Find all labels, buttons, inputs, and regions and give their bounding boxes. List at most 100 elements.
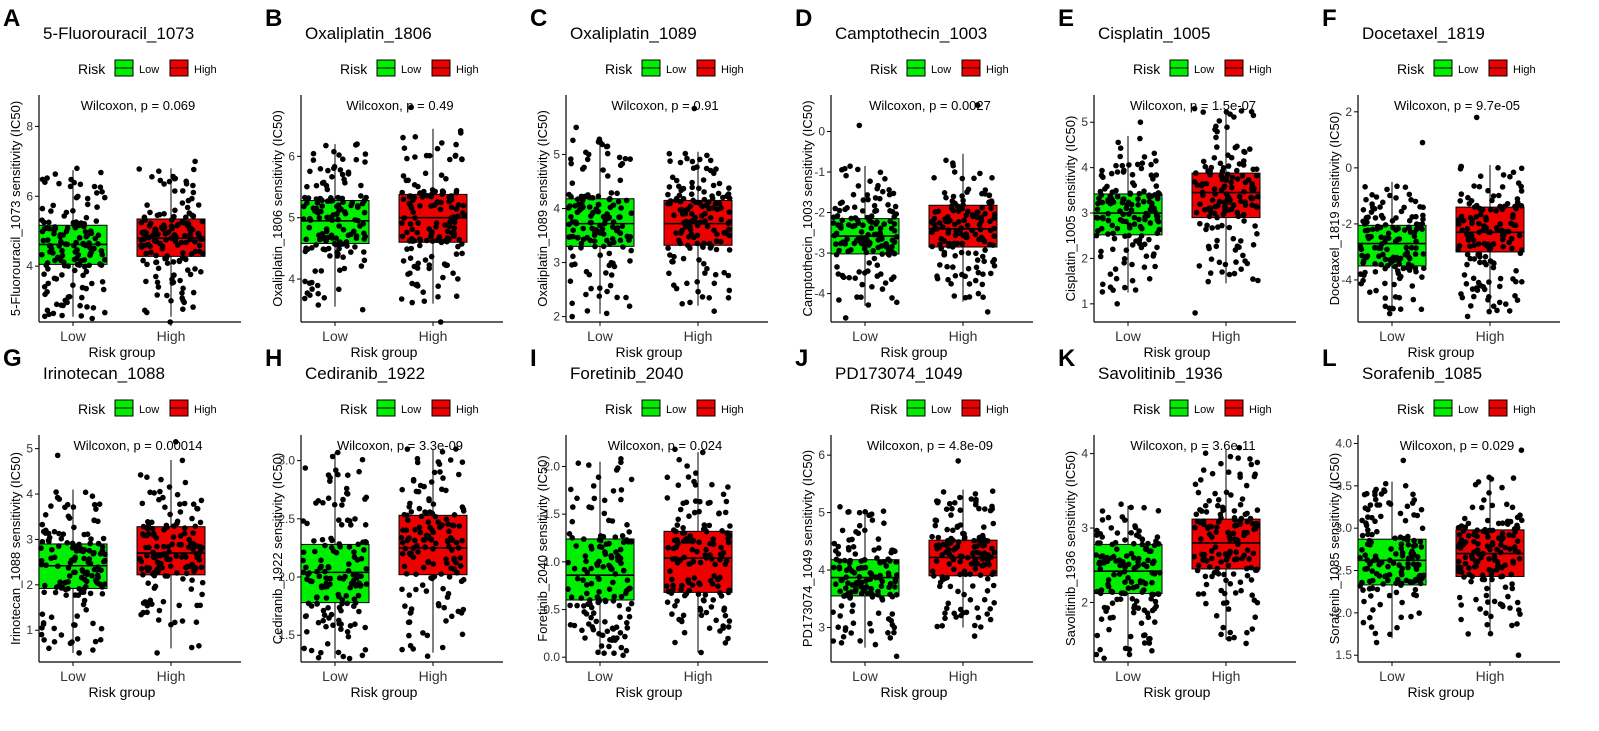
- data-point: [853, 580, 860, 586]
- data-point: [164, 556, 170, 562]
- data-point: [73, 194, 80, 201]
- data-point: [980, 253, 986, 260]
- data-point: [60, 302, 66, 309]
- data-point: [405, 177, 411, 184]
- data-point: [1109, 222, 1116, 229]
- data-point: [435, 283, 441, 290]
- data-point: [1519, 279, 1525, 285]
- points-high: [929, 458, 998, 639]
- data-point: [1134, 161, 1141, 168]
- data-point: [689, 582, 696, 588]
- data-point: [39, 217, 45, 223]
- data-point: [951, 547, 957, 553]
- data-point: [1499, 184, 1506, 190]
- data-point: [711, 170, 717, 177]
- panel-title: Savolitinib_1936: [1098, 364, 1223, 383]
- legend-high-label: High: [1249, 64, 1272, 76]
- data-point: [56, 180, 62, 187]
- panel-letter: A: [3, 5, 20, 32]
- data-point: [1374, 528, 1380, 535]
- data-point: [856, 522, 863, 529]
- data-point: [682, 150, 689, 157]
- data-point: [1093, 214, 1100, 221]
- data-point: [569, 313, 575, 320]
- data-point: [68, 557, 75, 563]
- data-point: [1143, 253, 1150, 259]
- data-point: [1196, 263, 1203, 269]
- data-point: [666, 150, 673, 157]
- data-point: [1461, 272, 1468, 278]
- data-point: [609, 236, 616, 242]
- data-point: [406, 632, 412, 639]
- data-point: [575, 234, 581, 241]
- data-point: [725, 272, 732, 279]
- data-point: [874, 262, 881, 269]
- y-tick-label: 0.5: [543, 603, 560, 617]
- data-point: [350, 572, 357, 578]
- data-point: [430, 561, 436, 567]
- data-point: [400, 196, 407, 202]
- data-point: [1465, 631, 1471, 637]
- data-point: [1221, 571, 1227, 578]
- data-point: [156, 607, 163, 614]
- data-point: [1367, 502, 1374, 508]
- data-point: [321, 234, 327, 240]
- data-point: [1222, 261, 1229, 268]
- data-point: [946, 500, 953, 507]
- data-point: [618, 487, 625, 493]
- data-point: [315, 290, 321, 297]
- data-point: [886, 191, 893, 198]
- data-point: [991, 549, 998, 556]
- data-point: [91, 566, 98, 573]
- x-tick-label: High: [157, 668, 186, 684]
- data-point: [453, 446, 459, 452]
- data-point: [606, 586, 613, 592]
- data-point: [94, 204, 100, 210]
- data-point: [678, 230, 684, 236]
- y-tick-label: 6: [288, 149, 295, 163]
- data-point: [960, 202, 966, 208]
- data-point: [420, 564, 427, 571]
- data-point: [1510, 532, 1517, 539]
- data-point: [969, 227, 975, 234]
- data-point: [840, 274, 847, 281]
- data-point: [856, 122, 863, 129]
- data-point: [1419, 226, 1425, 232]
- data-point: [1368, 593, 1374, 599]
- data-point: [362, 496, 368, 502]
- data-point: [1359, 532, 1366, 539]
- data-point: [406, 535, 412, 541]
- data-point: [845, 544, 852, 551]
- data-point: [355, 204, 361, 210]
- data-point: [351, 228, 357, 235]
- data-point: [349, 199, 356, 206]
- data-point: [1370, 607, 1376, 613]
- data-point: [1146, 640, 1153, 646]
- data-point: [937, 262, 943, 268]
- data-point: [850, 544, 857, 550]
- data-point: [678, 586, 684, 593]
- data-point: [429, 510, 436, 517]
- data-point: [324, 575, 331, 582]
- data-point: [1458, 616, 1464, 623]
- data-point: [301, 645, 307, 652]
- data-point: [335, 240, 342, 247]
- data-point: [153, 273, 159, 280]
- data-point: [579, 197, 586, 204]
- data-point: [608, 259, 615, 266]
- data-point: [453, 293, 460, 300]
- data-point: [886, 187, 892, 193]
- data-point: [568, 214, 574, 220]
- data-point: [52, 225, 59, 231]
- data-point: [358, 182, 364, 189]
- data-point: [711, 573, 717, 579]
- data-point: [1107, 271, 1114, 278]
- data-point: [1365, 531, 1371, 538]
- data-point: [1359, 252, 1365, 259]
- data-point: [353, 142, 359, 148]
- data-point: [570, 137, 576, 144]
- data-point: [435, 519, 441, 525]
- y-tick-label: 2.0: [543, 459, 560, 473]
- data-point: [665, 544, 671, 551]
